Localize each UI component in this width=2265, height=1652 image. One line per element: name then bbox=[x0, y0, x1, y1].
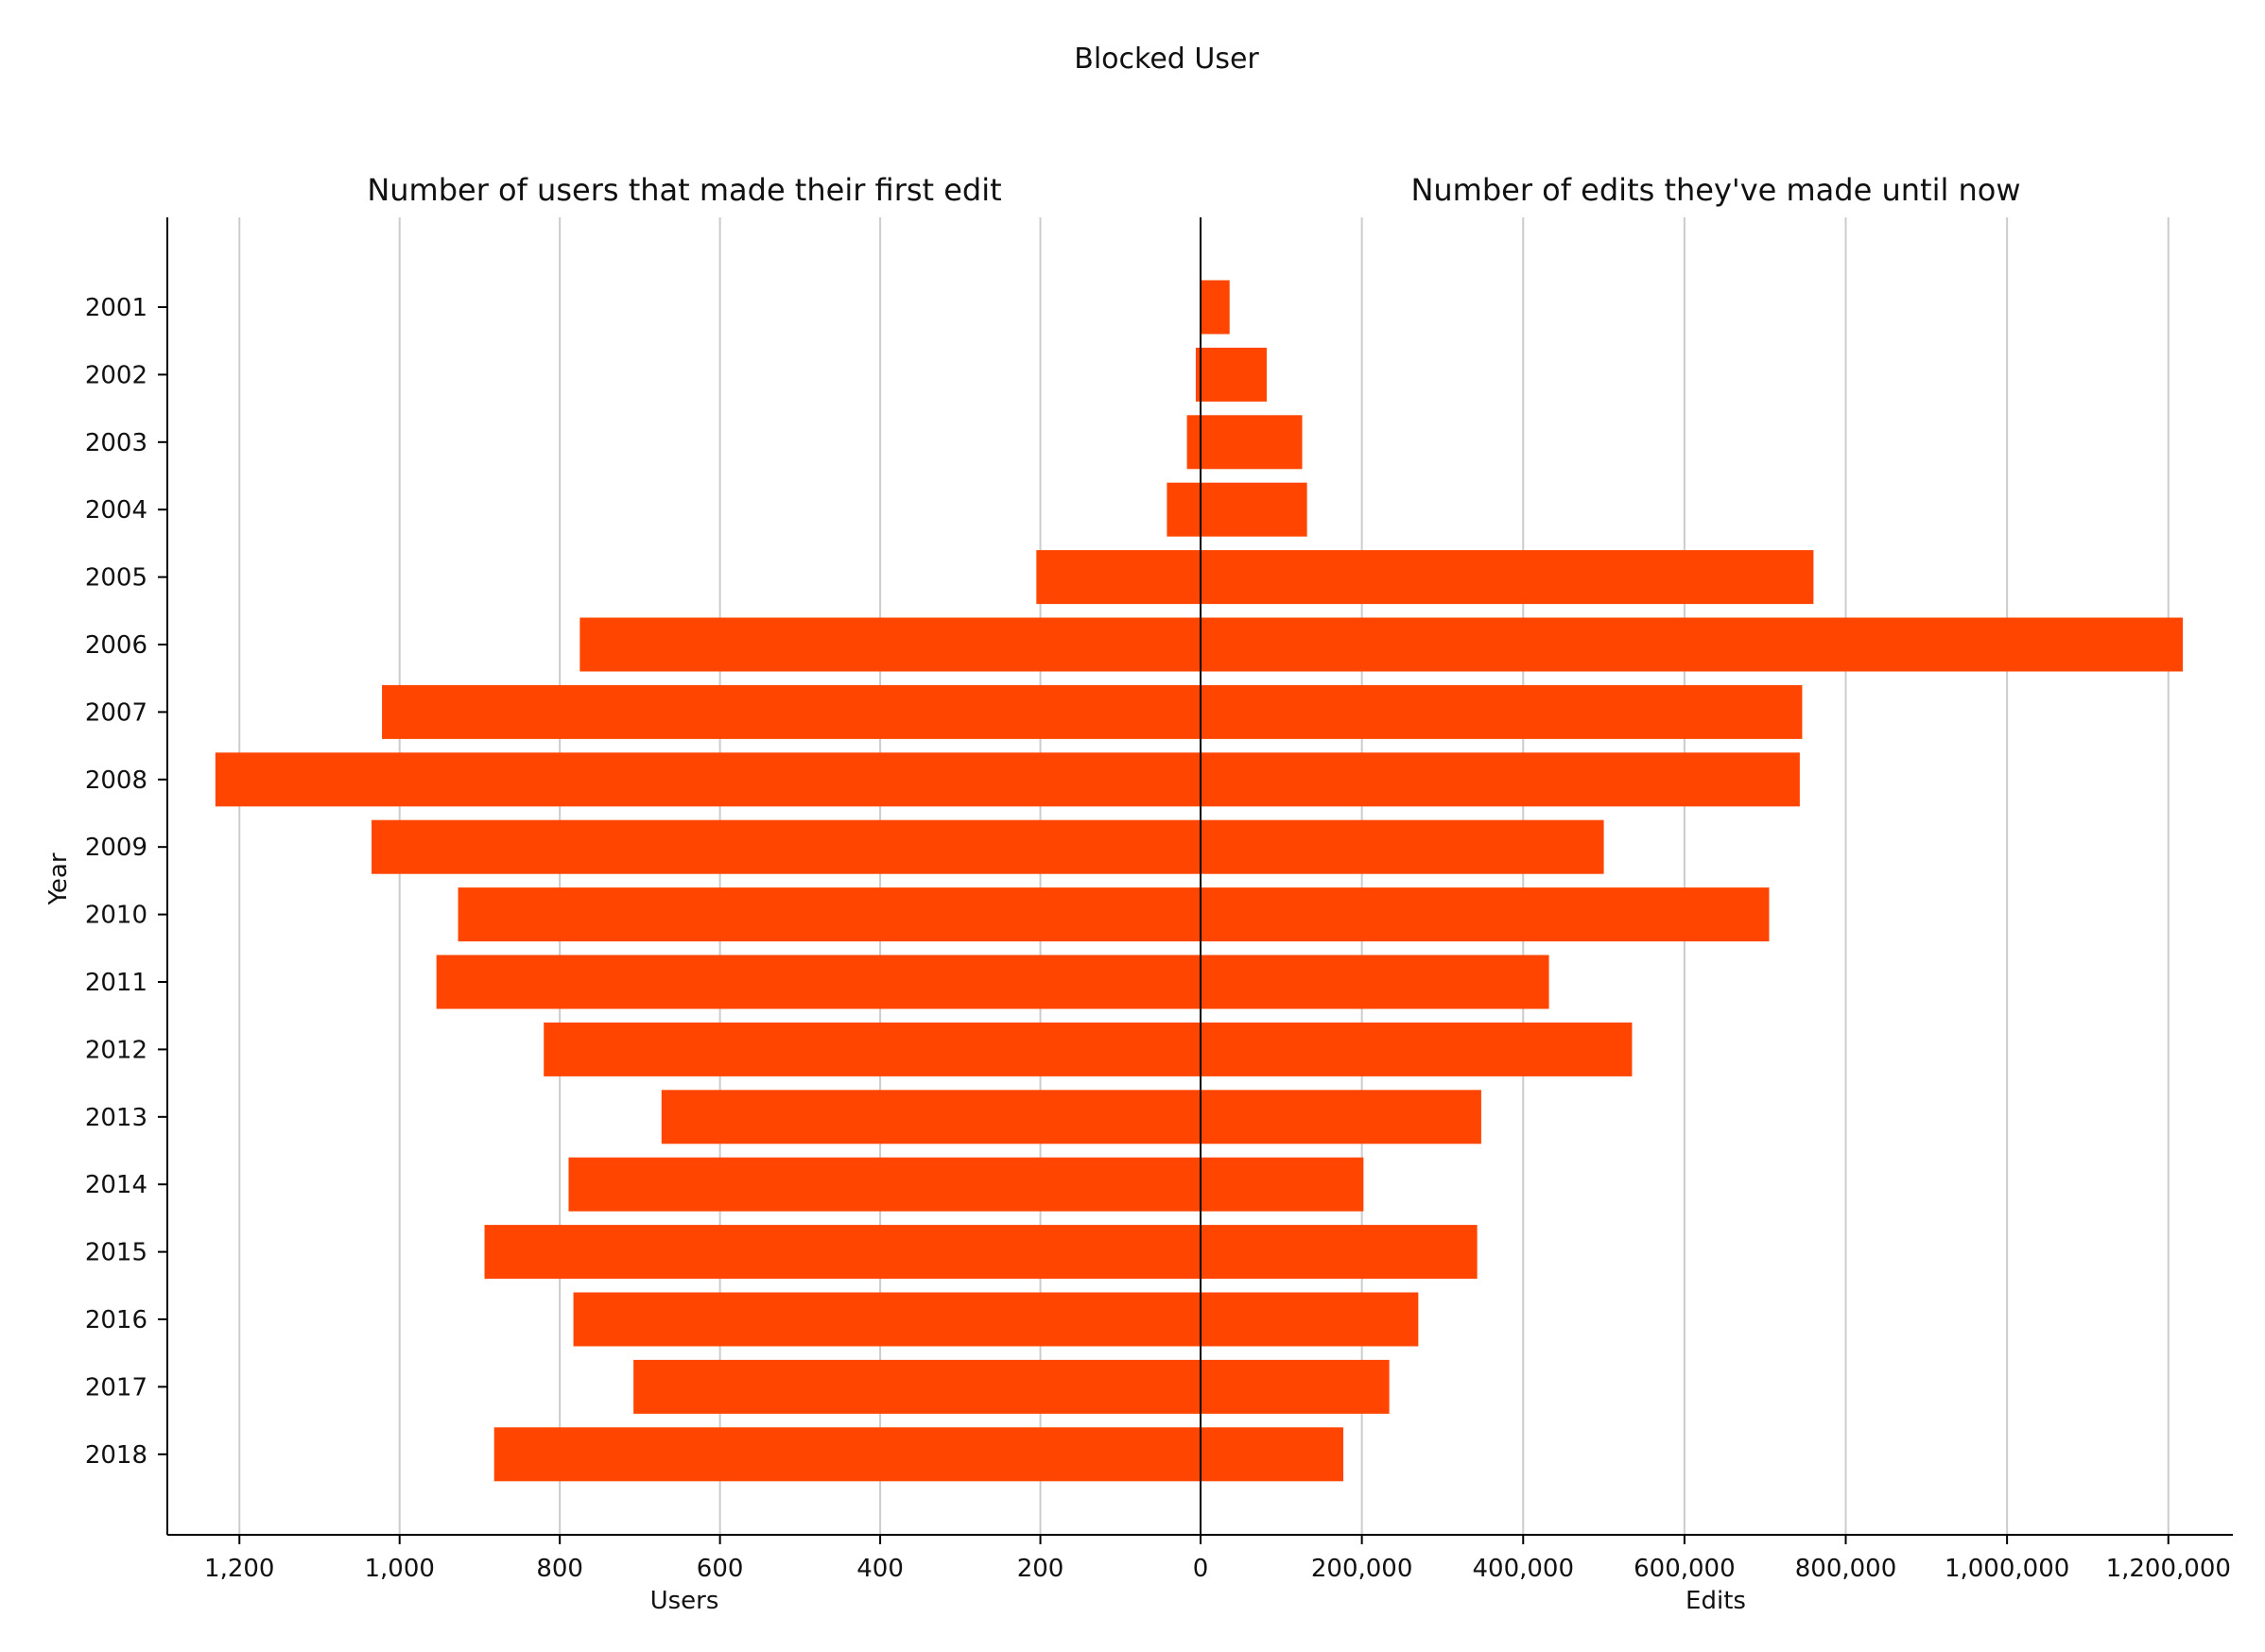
bar-edits-2015 bbox=[1201, 1225, 1478, 1280]
year-label: 2013 bbox=[85, 1104, 147, 1132]
bar-users-2009 bbox=[372, 819, 1202, 874]
edits-tick-label: 1,000,000 bbox=[1945, 1555, 2069, 1583]
bar-edits-2017 bbox=[1201, 1359, 1390, 1414]
bar-edits-2005 bbox=[1201, 550, 1814, 605]
bar-edits-2006 bbox=[1201, 617, 2184, 672]
year-label: 2001 bbox=[85, 294, 147, 322]
bar-edits-2001 bbox=[1201, 280, 1230, 335]
edits-tick-label: 600,000 bbox=[1634, 1555, 1736, 1583]
bar-users-2006 bbox=[579, 617, 1201, 672]
bar-edits-2011 bbox=[1201, 955, 1549, 1009]
bars bbox=[215, 280, 2184, 1482]
axes bbox=[166, 217, 2233, 1536]
year-label: 2015 bbox=[85, 1239, 147, 1267]
edits-tick-label: 200,000 bbox=[1311, 1555, 1413, 1583]
bar-edits-2013 bbox=[1201, 1090, 1481, 1144]
users-tick-label: 1,000 bbox=[364, 1555, 434, 1583]
users-tick-label: 600 bbox=[697, 1555, 744, 1583]
bar-users-2008 bbox=[215, 752, 1202, 807]
edits-tick-label: 1,200,000 bbox=[2106, 1555, 2231, 1583]
edits-tick-label: 800,000 bbox=[1795, 1555, 1897, 1583]
year-label: 2006 bbox=[85, 631, 147, 660]
bar-users-2002 bbox=[1195, 347, 1201, 402]
year-label: 2018 bbox=[85, 1441, 147, 1470]
year-label: 2017 bbox=[85, 1373, 147, 1402]
bar-edits-2004 bbox=[1201, 482, 1307, 537]
year-label: 2016 bbox=[85, 1306, 147, 1334]
users-tick-label: 800 bbox=[536, 1555, 583, 1583]
users-tick-label: 0 bbox=[1193, 1555, 1209, 1583]
chart-title: Blocked User bbox=[1074, 43, 1259, 76]
gridlines bbox=[238, 217, 2170, 1535]
year-tick-labels: 2001 2002 2003 2004 2005 2006 2007 2008 2009 2010… bbox=[85, 294, 167, 1470]
edits-panel-subtitle: Number of edits they've made until now bbox=[1410, 172, 2020, 208]
year-label: 2009 bbox=[85, 834, 147, 862]
bar-edits-2009 bbox=[1201, 819, 1604, 874]
bar-users-2015 bbox=[484, 1225, 1201, 1280]
users-tick-label: 1,200 bbox=[204, 1555, 274, 1583]
edits-tick-label: 400,000 bbox=[1472, 1555, 1574, 1583]
users-tick-label: 200 bbox=[1017, 1555, 1064, 1583]
y-axis-label: Year bbox=[44, 852, 73, 905]
bar-users-2013 bbox=[661, 1090, 1201, 1144]
bar-edits-2012 bbox=[1201, 1022, 1633, 1076]
users-tick-label: 400 bbox=[856, 1555, 904, 1583]
year-label: 2003 bbox=[85, 429, 147, 457]
bar-users-2005 bbox=[1036, 550, 1201, 605]
bar-edits-2014 bbox=[1201, 1157, 1364, 1212]
year-label: 2007 bbox=[85, 698, 147, 727]
bar-users-2014 bbox=[568, 1157, 1201, 1212]
bar-edits-2007 bbox=[1201, 684, 1803, 739]
year-label: 2004 bbox=[85, 496, 147, 525]
year-label: 2002 bbox=[85, 361, 147, 389]
x-tick-labels: 0 200 400 600 800 1,000 1,200 200,000 400,000 600… bbox=[204, 1535, 2231, 1583]
year-label: 2008 bbox=[85, 766, 147, 795]
bar-users-2011 bbox=[436, 955, 1202, 1009]
bar-users-2007 bbox=[382, 684, 1201, 739]
year-label: 2012 bbox=[85, 1036, 147, 1064]
bar-edits-2018 bbox=[1201, 1427, 1344, 1482]
users-axis-label: Users bbox=[650, 1587, 719, 1615]
users-panel-subtitle: Number of users that made their first ed… bbox=[367, 172, 1001, 208]
bar-users-2017 bbox=[633, 1359, 1201, 1414]
bar-edits-2008 bbox=[1201, 752, 1800, 807]
bar-edits-2002 bbox=[1201, 347, 1267, 402]
year-label: 2010 bbox=[85, 902, 147, 930]
bar-edits-2003 bbox=[1201, 415, 1303, 470]
bar-edits-2010 bbox=[1201, 887, 1770, 942]
bar-users-2016 bbox=[573, 1292, 1201, 1347]
year-label: 2005 bbox=[85, 564, 147, 593]
year-label: 2011 bbox=[85, 969, 147, 997]
bar-users-2018 bbox=[493, 1427, 1201, 1482]
bar-edits-2016 bbox=[1201, 1292, 1419, 1347]
edits-axis-label: Edits bbox=[1686, 1587, 1746, 1615]
bar-users-2010 bbox=[458, 887, 1201, 942]
bar-users-2003 bbox=[1186, 415, 1201, 470]
year-label: 2014 bbox=[85, 1171, 147, 1199]
bar-users-2004 bbox=[1167, 482, 1201, 537]
bar-users-2012 bbox=[544, 1022, 1201, 1076]
